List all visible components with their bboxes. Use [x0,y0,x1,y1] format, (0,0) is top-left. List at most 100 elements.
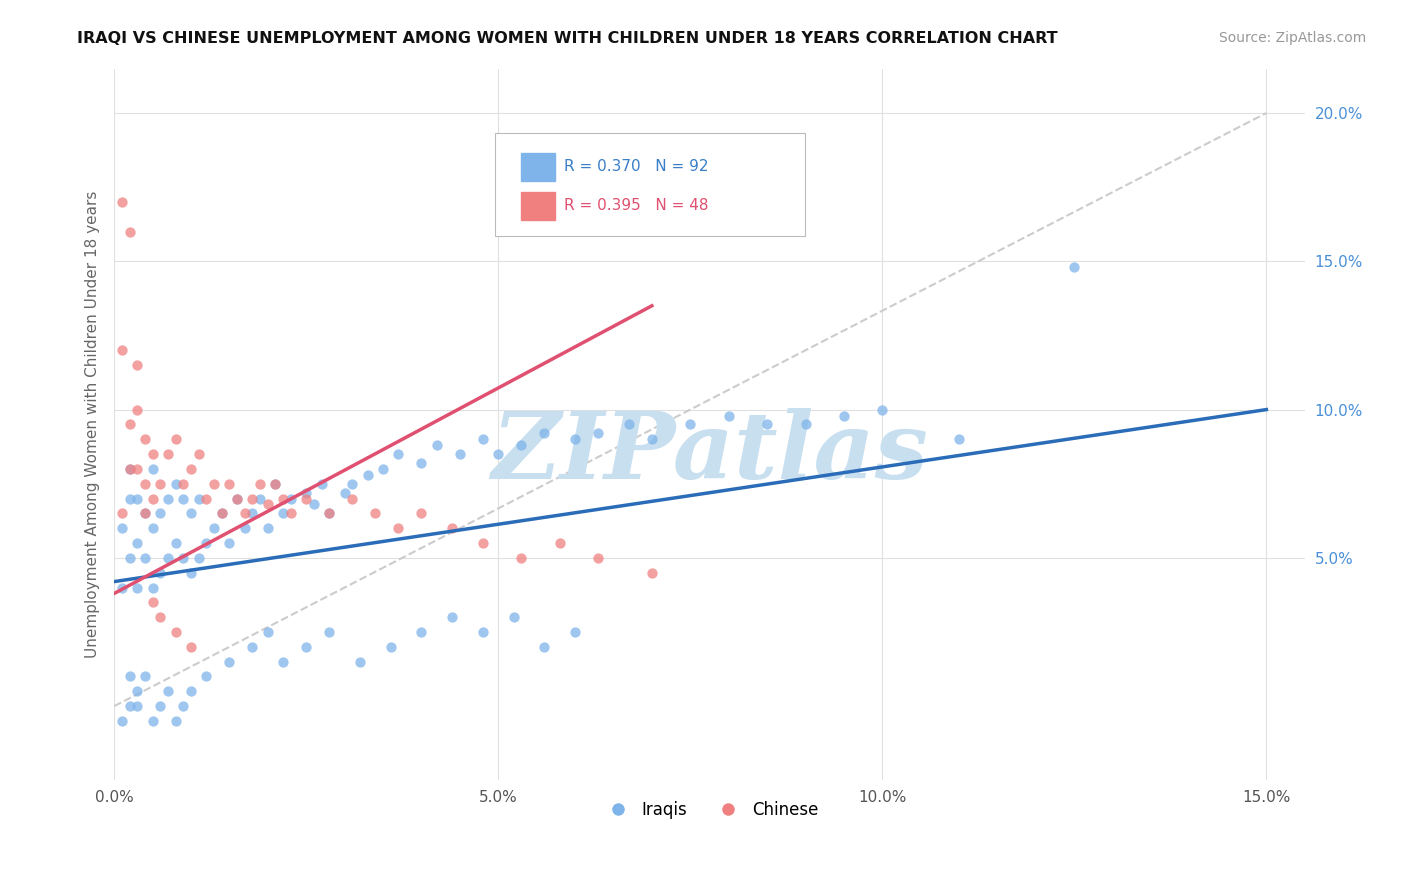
Point [134,507,156,521]
Point [249,491,271,506]
Point [295,640,318,654]
Point [202,521,225,535]
Point [127,536,149,550]
Point [111,521,134,535]
Point [318,625,340,640]
Point [211,507,233,521]
Point [679,417,702,432]
Point [142,521,165,535]
Point [271,655,294,669]
Point [111,581,134,595]
Text: IRAQI VS CHINESE UNEMPLOYMENT AMONG WOMEN WITH CHILDREN UNDER 18 YEARS CORRELATI: IRAQI VS CHINESE UNEMPLOYMENT AMONG WOME… [77,31,1057,46]
Point [280,491,302,506]
Point [318,507,340,521]
Point [342,476,364,491]
Point [142,714,165,728]
Point [187,550,209,565]
Point [218,536,240,550]
Point [471,536,494,550]
Point [118,225,141,239]
Point [118,417,141,432]
Point [533,426,555,441]
Point [357,467,380,482]
Point [264,476,287,491]
Point [195,536,218,550]
Point [118,462,141,476]
Point [127,699,149,714]
Point [548,536,571,550]
Point [127,358,149,372]
Point [411,625,433,640]
Point [426,438,449,452]
Point [510,550,533,565]
Bar [522,192,555,220]
Point [165,476,187,491]
Point [142,491,165,506]
Point [411,507,433,521]
Point [295,491,318,506]
Point [264,476,287,491]
Text: R = 0.395   N = 48: R = 0.395 N = 48 [564,198,709,213]
Point [156,491,179,506]
Point [180,462,202,476]
Point [533,640,555,654]
Point [156,550,179,565]
Point [218,476,240,491]
Point [226,491,249,506]
Point [387,521,409,535]
Point [380,640,402,654]
Point [165,536,187,550]
Point [187,491,209,506]
Point [195,669,218,683]
Point [333,485,356,500]
Point [441,521,464,535]
Point [127,402,149,417]
Point [364,507,387,521]
Point [756,417,779,432]
Point [349,655,371,669]
Point [342,491,364,506]
Point [271,491,294,506]
Point [832,409,855,423]
Y-axis label: Unemployment Among Women with Children Under 18 years: Unemployment Among Women with Children U… [86,191,100,658]
Point [149,699,172,714]
Point [242,507,264,521]
Point [134,550,156,565]
Point [280,507,302,521]
Point [172,699,194,714]
Point [226,491,249,506]
Point [180,684,202,698]
Point [127,491,149,506]
Point [218,655,240,669]
Point [948,432,970,446]
Point [233,507,256,521]
Point [641,566,664,580]
Point [149,566,172,580]
Point [134,476,156,491]
Point [295,485,318,500]
Point [586,550,609,565]
Point [127,684,149,698]
Point [187,447,209,461]
Point [142,462,165,476]
Point [118,550,141,565]
Point [471,625,494,640]
Point [411,456,433,470]
Point [202,476,225,491]
Point [256,521,278,535]
Point [180,507,202,521]
Point [118,491,141,506]
Point [717,409,740,423]
Point [172,476,194,491]
Point [271,507,294,521]
Point [256,498,278,512]
Point [387,447,409,461]
Point [142,595,165,609]
Point [149,507,172,521]
Point [371,462,394,476]
Point [134,507,156,521]
Point [127,462,149,476]
Point [142,447,165,461]
FancyBboxPatch shape [495,133,804,235]
Point [111,507,134,521]
